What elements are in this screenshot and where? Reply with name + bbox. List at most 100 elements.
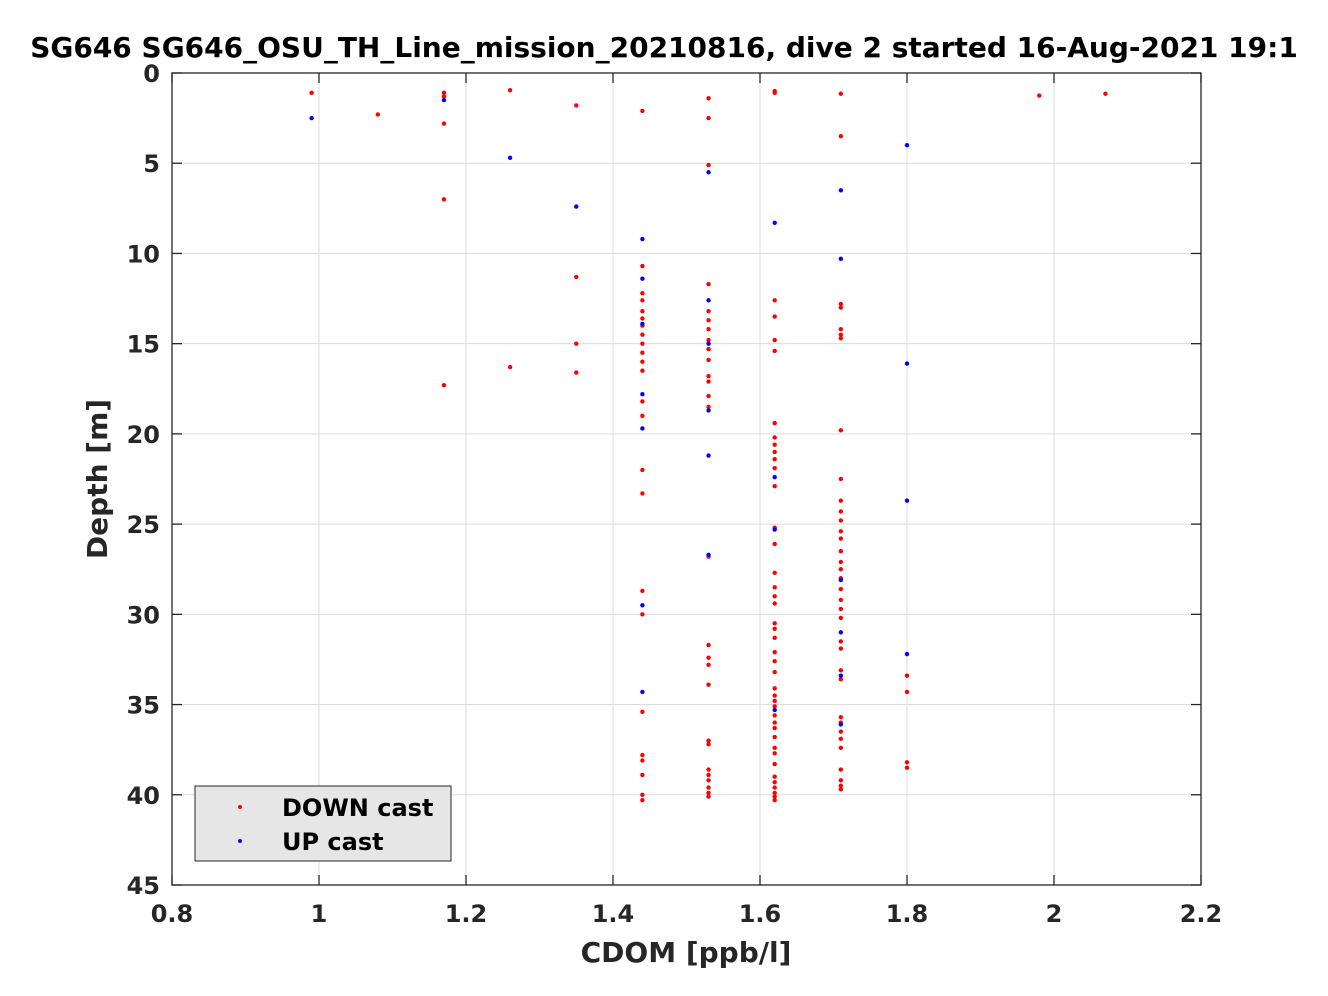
down-cast-point: [838, 729, 844, 734]
down-cast-point: [838, 305, 844, 310]
up-cast-point: [706, 408, 711, 413]
x-axis-label: CDOM [ppb/l]: [581, 936, 792, 969]
down-cast-point: [706, 373, 711, 379]
down-cast-point: [772, 348, 777, 354]
down-cast-point: [772, 720, 777, 725]
down-cast-point: [640, 758, 645, 763]
down-cast-point: [640, 341, 645, 346]
down-cast-point: [772, 745, 777, 751]
down-cast-point: [772, 635, 777, 640]
down-cast-point: [838, 327, 844, 332]
down-cast-point: [640, 772, 645, 778]
up-cast-point: [772, 527, 777, 532]
up-cast-point: [640, 391, 645, 397]
down-cast-point: [772, 541, 777, 547]
y-tick-label: 30: [127, 601, 160, 629]
y-tick-label: 5: [143, 150, 160, 178]
down-cast-point: [838, 548, 844, 554]
down-cast-point: [507, 364, 513, 370]
down-cast-point: [838, 677, 844, 682]
down-cast-point: [706, 318, 711, 323]
down-cast-point: [640, 108, 645, 114]
down-cast-point: [706, 742, 711, 747]
up-cast-point: [904, 651, 910, 657]
y-tick-label: 15: [127, 331, 160, 359]
down-cast-point: [838, 668, 844, 673]
down-cast-point: [838, 767, 844, 772]
down-cast-point: [640, 308, 645, 314]
grid: [172, 73, 1201, 885]
legend-marker-down: [238, 805, 242, 809]
down-cast-point: [706, 785, 711, 790]
down-cast-point: [706, 772, 711, 778]
down-cast-point: [772, 774, 777, 779]
down-cast-point: [904, 673, 910, 678]
up-cast-point: [772, 220, 777, 225]
x-tick-label: 1: [311, 900, 328, 928]
down-cast-point: [772, 456, 777, 462]
up-cast-point: [838, 673, 844, 678]
down-cast-point: [772, 337, 777, 343]
x-tick-label: 2.2: [1180, 900, 1223, 928]
up-cast-point: [574, 204, 579, 209]
down-cast-point: [640, 413, 645, 419]
down-cast-point: [772, 794, 777, 799]
down-cast-point: [838, 428, 844, 433]
down-cast-point: [772, 686, 777, 691]
y-tick-label: 20: [127, 421, 160, 449]
down-cast-point: [706, 738, 711, 743]
up-cast-point: [838, 256, 844, 262]
data-points: [309, 87, 1108, 803]
down-cast-point: [640, 399, 645, 404]
down-cast-point: [706, 115, 711, 121]
up-cast-point: [838, 630, 844, 635]
up-cast-point: [706, 341, 711, 346]
down-cast-point: [706, 642, 711, 648]
down-cast-point: [640, 752, 645, 758]
down-cast-point: [772, 734, 777, 740]
down-cast-point: [772, 669, 777, 675]
down-cast-point: [1037, 93, 1042, 98]
down-cast-point: [772, 449, 777, 455]
down-cast-point: [772, 314, 777, 319]
down-cast-point: [640, 316, 645, 321]
down-cast-point: [772, 601, 777, 606]
down-cast-point: [838, 778, 844, 783]
down-cast-point: [772, 785, 777, 790]
down-cast-point: [441, 121, 447, 126]
down-cast-point: [772, 751, 777, 756]
down-cast-point: [706, 682, 711, 687]
x-tick-label: 1.4: [592, 900, 635, 928]
y-tick-label: 35: [127, 692, 160, 720]
down-cast-point: [772, 484, 777, 489]
down-cast-point: [507, 87, 513, 93]
down-cast-point: [772, 779, 777, 785]
down-cast-point: [838, 646, 844, 651]
up-cast-point: [838, 577, 844, 583]
down-cast-point: [772, 594, 777, 599]
down-cast-point: [640, 359, 645, 364]
y-axis-label: Depth [m]: [81, 399, 114, 559]
down-cast-point: [640, 792, 645, 797]
down-cast-point: [640, 350, 645, 355]
up-cast-point: [640, 426, 645, 431]
up-cast-point: [706, 552, 711, 557]
down-cast-point: [706, 790, 711, 796]
up-cast-point: [640, 603, 645, 608]
down-cast-point: [838, 745, 844, 751]
up-cast-point: [507, 155, 513, 161]
up-cast-point: [640, 276, 645, 281]
down-cast-point: [640, 612, 645, 617]
down-cast-point: [640, 588, 645, 594]
x-tick-label: 0.8: [151, 900, 194, 928]
down-cast-point: [838, 301, 844, 307]
chart-title: SG646 SG646_OSU_TH_Line_mission_20210816…: [30, 31, 1298, 64]
y-tick-label: 0: [143, 60, 160, 88]
down-cast-point: [838, 91, 844, 96]
down-cast-point: [772, 693, 777, 698]
up-cast-point: [706, 298, 711, 303]
down-cast-point: [772, 713, 777, 718]
down-cast-point: [772, 659, 777, 664]
down-cast-point: [772, 298, 777, 303]
up-cast-point: [904, 361, 910, 366]
